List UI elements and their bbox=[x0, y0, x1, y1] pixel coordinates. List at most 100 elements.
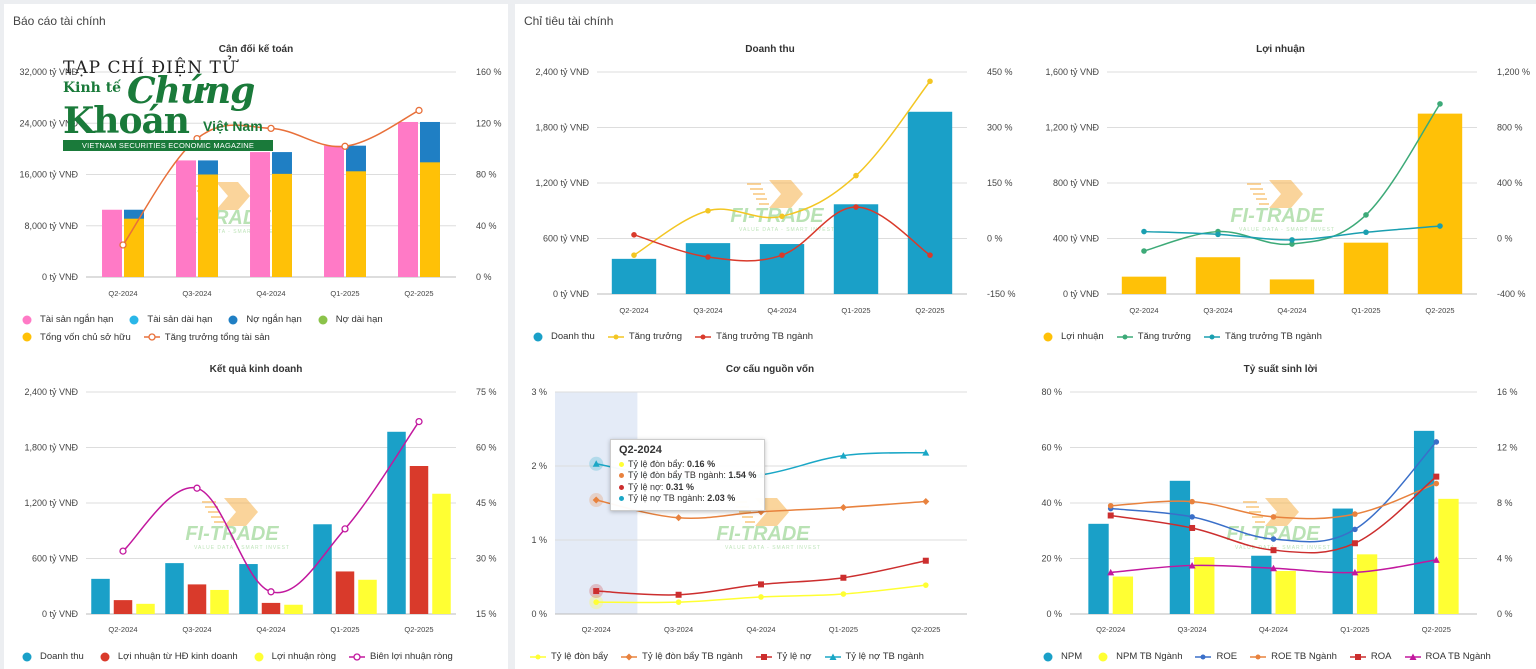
point-ty-le-no[interactable] bbox=[675, 591, 682, 598]
bar-npm-tb-nganh[interactable] bbox=[1356, 554, 1378, 614]
legend-item-loi-nhuan-tu-hd-kinh-doanh[interactable]: Lợi nhuận từ HĐ kinh doanh bbox=[96, 649, 238, 664]
point-tang-truong[interactable] bbox=[779, 213, 785, 220]
bar-npm[interactable] bbox=[1413, 430, 1435, 614]
point-ty-le-don-bay[interactable] bbox=[923, 582, 929, 588]
legend-item-no-dai-han[interactable]: Nợ dài hạn bbox=[314, 312, 383, 327]
point-roe[interactable] bbox=[1433, 439, 1440, 445]
bar-tai-san-ngan-han[interactable] bbox=[176, 160, 196, 277]
point-tang-truong[interactable] bbox=[1141, 248, 1147, 254]
point-ty-le-don-bay[interactable] bbox=[675, 599, 682, 605]
legend-item-tang-truong[interactable]: Tăng trưởng bbox=[607, 329, 682, 344]
point-ty-le-don-bay[interactable] bbox=[758, 594, 764, 600]
point-bien-loi-nhuan-rong[interactable] bbox=[341, 525, 349, 533]
bar-loi-nhuan-rong[interactable] bbox=[210, 589, 229, 614]
bar-npm-tb-nganh[interactable] bbox=[1438, 498, 1459, 614]
point-roa-tb-nganh[interactable] bbox=[1351, 568, 1359, 576]
point-tang-truong-tong-tai-san[interactable] bbox=[119, 241, 127, 249]
capital-structure-chart[interactable]: Cơ cấu nguồn vốn 0 % 1 % 2 % 3 % Q2-2024 Q3-20… bbox=[515, 364, 1025, 669]
bar-doanh-thu[interactable] bbox=[833, 204, 879, 294]
point-tang-truong[interactable] bbox=[1437, 101, 1443, 107]
point-tang-truong-tb-nganh[interactable] bbox=[1141, 228, 1147, 235]
bar-loi-nhuan-rong[interactable] bbox=[136, 603, 155, 614]
bar-npm[interactable] bbox=[1332, 508, 1353, 614]
point-bien-loi-nhuan-rong[interactable] bbox=[119, 547, 127, 555]
point-roa[interactable] bbox=[1107, 512, 1114, 519]
bar-loi-nhuan-rong[interactable] bbox=[358, 579, 377, 614]
bar-npm-tb-nganh[interactable] bbox=[1112, 576, 1134, 614]
point-ty-le-no-tb-nganh[interactable] bbox=[922, 449, 930, 456]
point-roe-tb-nganh[interactable] bbox=[1270, 514, 1277, 520]
point-ty-le-don-bay-tb-nganh[interactable] bbox=[592, 496, 600, 504]
point-ty-le-don-bay[interactable] bbox=[840, 591, 847, 597]
point-roe[interactable] bbox=[1189, 514, 1195, 520]
point-tang-truong[interactable] bbox=[853, 172, 859, 179]
point-roe-tb-nganh[interactable] bbox=[1189, 498, 1195, 505]
bar-tai-san-ngan-han[interactable] bbox=[398, 121, 418, 277]
point-tang-truong-tb-nganh[interactable] bbox=[779, 252, 785, 258]
point-roe[interactable] bbox=[1270, 536, 1277, 542]
profitability-chart[interactable]: Tỷ suất sinh lời 0 % 20 % 40 % 60 % 80 % 0 % 4 … bbox=[1025, 364, 1536, 669]
bar-npm[interactable] bbox=[1088, 523, 1109, 614]
point-ty-le-no[interactable] bbox=[758, 581, 764, 588]
point-roe-tb-nganh[interactable] bbox=[1107, 502, 1114, 509]
legend-item-npm-tb-nganh[interactable]: NPM TB Ngành bbox=[1094, 649, 1182, 664]
point-roa[interactable] bbox=[1433, 473, 1440, 480]
point-tang-truong-tong-tai-san[interactable] bbox=[193, 134, 201, 143]
bar-loi-nhuan-tu-hd-kinh-doanh[interactable] bbox=[409, 466, 429, 614]
legend-item-tai-san-ngan-han[interactable]: Tài sản ngắn hạn bbox=[18, 312, 113, 327]
point-tang-truong-tb-nganh[interactable] bbox=[1363, 229, 1369, 236]
point-ty-le-don-bay[interactable] bbox=[593, 599, 599, 605]
bar-tong-von-chu-so-huu[interactable] bbox=[124, 218, 144, 277]
bar-tai-san-ngan-han[interactable] bbox=[250, 152, 270, 277]
point-tang-truong[interactable] bbox=[1363, 212, 1369, 218]
point-ty-le-no[interactable] bbox=[593, 588, 600, 595]
bar-tai-san-ngan-han[interactable] bbox=[324, 145, 344, 277]
point-ty-le-no-tb-nganh[interactable] bbox=[839, 452, 847, 459]
legend-item-no-ngan-han[interactable]: Nợ ngắn hạn bbox=[224, 312, 302, 327]
bar-npm-tb-nganh[interactable] bbox=[1275, 570, 1296, 614]
bar-npm-tb-nganh[interactable] bbox=[1194, 557, 1215, 614]
legend-item-roe-tb-nganh[interactable]: ROE TB Ngành bbox=[1249, 649, 1337, 664]
bar-tai-san-ngan-han[interactable] bbox=[102, 209, 122, 277]
bar-doanh-thu[interactable] bbox=[907, 111, 953, 295]
legend-item-ty-le-don-bay-tb-nganh[interactable]: Tỷ lệ đòn bẩy TB ngành bbox=[620, 649, 743, 664]
point-ty-le-no[interactable] bbox=[840, 574, 847, 581]
point-tang-truong[interactable] bbox=[631, 252, 637, 258]
point-bien-loi-nhuan-rong[interactable] bbox=[415, 417, 423, 426]
point-roe-tb-nganh[interactable] bbox=[1352, 511, 1358, 517]
legend-item-doanh-thu[interactable]: Doanh thu bbox=[18, 649, 84, 664]
bar-loi-nhuan[interactable] bbox=[1121, 276, 1167, 294]
profit-chart[interactable]: Lợi nhuận 0 tỷ VNĐ 400 tỷ VNĐ 800 tỷ VNĐ 1,2… bbox=[1025, 44, 1536, 344]
bar-doanh-thu[interactable] bbox=[685, 243, 731, 294]
point-roe-tb-nganh[interactable] bbox=[1433, 480, 1440, 487]
point-bien-loi-nhuan-rong[interactable] bbox=[193, 484, 201, 492]
legend-item-doanh-thu[interactable]: Doanh thu bbox=[529, 329, 595, 344]
bar-loi-nhuan-tu-hd-kinh-doanh[interactable] bbox=[335, 571, 355, 614]
point-tang-truong-tb-nganh[interactable] bbox=[705, 254, 711, 260]
bar-loi-nhuan[interactable] bbox=[1195, 257, 1241, 294]
point-tang-truong-tb-nganh[interactable] bbox=[927, 252, 933, 258]
point-ty-le-don-bay-tb-nganh[interactable] bbox=[675, 514, 683, 522]
bar-doanh-thu[interactable] bbox=[387, 431, 406, 614]
point-tang-truong-tb-nganh[interactable] bbox=[853, 204, 859, 210]
point-tang-truong-tb-nganh[interactable] bbox=[1289, 237, 1295, 243]
legend-item-tang-truong-tong-tai-san[interactable]: Tăng trưởng tổng tài sản bbox=[143, 330, 270, 345]
point-tang-truong[interactable] bbox=[705, 207, 711, 214]
point-roa-tb-nganh[interactable] bbox=[1188, 561, 1196, 569]
legend-item-roe[interactable]: ROE bbox=[1194, 649, 1237, 664]
point-tang-truong-tong-tai-san[interactable] bbox=[267, 124, 275, 133]
legend-item-bien-loi-nhuan-rong[interactable]: Biên lợi nhuận ròng bbox=[348, 649, 453, 664]
legend-item-ty-le-no[interactable]: Tỷ lệ nợ bbox=[755, 649, 812, 664]
bar-loi-nhuan-rong[interactable] bbox=[284, 604, 303, 614]
legend-item-tang-truong-tb-nganh[interactable]: Tăng trưởng TB ngành bbox=[1203, 329, 1322, 344]
point-roa[interactable] bbox=[1189, 524, 1196, 531]
bar-loi-nhuan[interactable] bbox=[1343, 242, 1389, 294]
point-tang-truong-tong-tai-san[interactable] bbox=[341, 142, 349, 150]
point-roe[interactable] bbox=[1352, 526, 1358, 533]
point-tang-truong-tong-tai-san[interactable] bbox=[415, 106, 423, 115]
bar-doanh-thu[interactable] bbox=[611, 258, 657, 294]
legend-item-roa[interactable]: ROA bbox=[1349, 649, 1392, 664]
revenue-chart[interactable]: Doanh thu 0 tỷ VNĐ 600 tỷ VNĐ 1,200 tỷ VNĐ 1… bbox=[515, 44, 1025, 344]
bar-tong-von-chu-so-huu[interactable] bbox=[198, 174, 218, 278]
legend-item-tong-von-chu-so-huu[interactable]: Tổng vốn chủ sở hữu bbox=[18, 330, 131, 345]
